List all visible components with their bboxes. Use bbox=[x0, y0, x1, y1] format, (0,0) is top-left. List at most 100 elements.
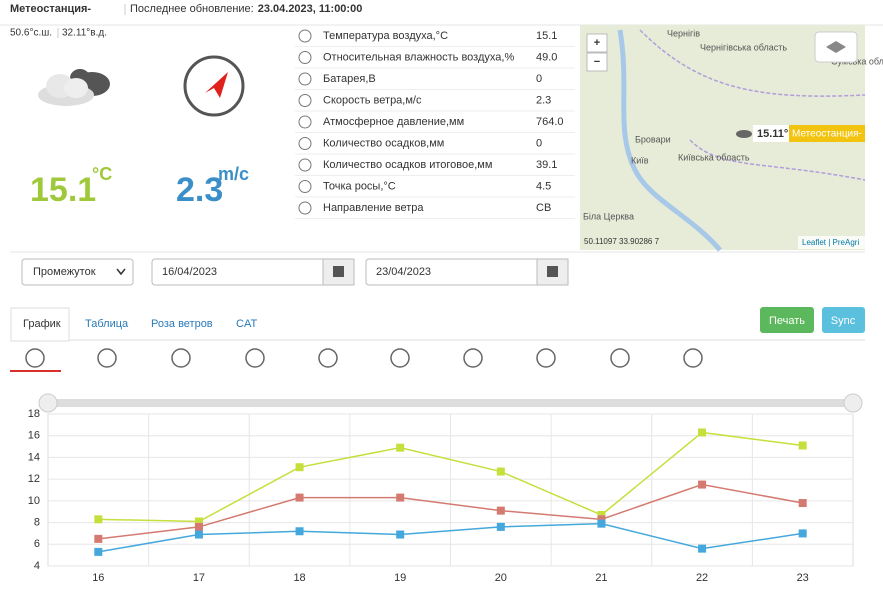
sensor-tab-icon[interactable] bbox=[97, 348, 117, 368]
latitude: 50.6°с.ш. bbox=[10, 28, 52, 39]
series-line bbox=[98, 522, 803, 553]
point-marker bbox=[496, 522, 505, 531]
sensor-value: 764.0 bbox=[536, 116, 564, 128]
sensor-name: Скорость ветра,м/с bbox=[323, 94, 422, 106]
x-tick-label: 21 bbox=[595, 572, 607, 584]
marker-label-box bbox=[789, 125, 865, 142]
wind-unit: m/c bbox=[218, 164, 249, 184]
sensor-icon bbox=[298, 115, 312, 129]
sensor-icon bbox=[298, 137, 312, 150]
layers-icon bbox=[826, 41, 846, 53]
y-tick-label: 10 bbox=[28, 495, 40, 507]
sensor-value: 4.5 bbox=[536, 180, 551, 192]
sensor-tab-icon[interactable] bbox=[610, 348, 630, 368]
map-place: Чернігів bbox=[667, 28, 700, 38]
tab[interactable]: Роза ветров bbox=[151, 318, 213, 330]
tab[interactable]: CAT bbox=[236, 318, 257, 330]
attribution-box bbox=[798, 236, 865, 249]
tab[interactable]: График bbox=[23, 318, 61, 330]
point-marker bbox=[295, 463, 304, 472]
map-place: Бровари bbox=[635, 134, 671, 144]
sensor-tab-icon[interactable] bbox=[25, 348, 45, 368]
slider-handle[interactable] bbox=[843, 393, 863, 413]
point-marker bbox=[798, 529, 807, 538]
point-marker bbox=[597, 515, 606, 524]
sensor-icon bbox=[298, 29, 312, 43]
x-tick-label: 23 bbox=[797, 572, 809, 584]
y-tick-label: 16 bbox=[28, 430, 40, 442]
sensor-value: 49.0 bbox=[536, 51, 557, 63]
slider-handle[interactable] bbox=[38, 393, 58, 413]
sensor-name: Количество осадков итоговое,мм bbox=[323, 159, 492, 171]
sensor-value: 39.1 bbox=[536, 159, 557, 171]
zoom-button[interactable]: + bbox=[594, 37, 600, 49]
calendar-icon bbox=[547, 266, 558, 277]
date-input[interactable]: 23/04/2023 bbox=[376, 266, 431, 278]
compass bbox=[183, 55, 245, 117]
sensor-icon bbox=[298, 201, 312, 215]
sensor-value: 2.3 bbox=[536, 94, 551, 106]
map-coords: 50.11097 33.90286 7 bbox=[584, 237, 660, 246]
point-marker bbox=[94, 534, 103, 543]
sensor-value: 0 bbox=[536, 137, 542, 149]
marker-temp: 15.11° bbox=[757, 128, 788, 140]
sync-button[interactable]: Sync bbox=[831, 315, 856, 327]
sensor-name: Количество осадков,мм bbox=[323, 137, 444, 149]
compass-needle bbox=[205, 72, 228, 98]
sensor-tab-icon[interactable] bbox=[245, 348, 265, 368]
point-marker bbox=[194, 517, 203, 526]
tab-active bbox=[10, 307, 70, 342]
sensor-tab-icon[interactable] bbox=[683, 348, 703, 368]
x-tick-label: 22 bbox=[696, 572, 708, 584]
sensor-name: Относительная влажность воздуха,% bbox=[323, 51, 514, 63]
sensor-name: Направление ветра bbox=[323, 202, 424, 214]
map-place: Біла Церква bbox=[583, 211, 634, 221]
x-tick-label: 17 bbox=[193, 572, 205, 584]
map-place: Київ bbox=[631, 155, 649, 165]
map-place: Київська область bbox=[678, 152, 750, 162]
period-select[interactable]: Промежуток bbox=[33, 266, 96, 278]
point-marker bbox=[698, 428, 707, 437]
sensor-name: Батарея,В bbox=[323, 73, 376, 85]
y-tick-label: 8 bbox=[34, 516, 40, 528]
zoom-button[interactable] bbox=[586, 52, 608, 72]
print-button[interactable]: Печать bbox=[769, 315, 805, 327]
update-value: 23.04.2023, 11:00:00 bbox=[258, 3, 363, 15]
sensor-tab-icon[interactable] bbox=[318, 348, 338, 368]
print-button[interactable] bbox=[760, 307, 814, 333]
sync-button[interactable] bbox=[822, 307, 865, 333]
point-marker bbox=[496, 506, 505, 515]
sensor-name: Точка росы,°C bbox=[323, 180, 396, 192]
date-input[interactable]: 16/04/2023 bbox=[162, 266, 217, 278]
period-select[interactable] bbox=[21, 258, 134, 286]
marker-label: Метеостанция- bbox=[792, 129, 862, 140]
point-marker bbox=[597, 519, 606, 528]
map-attribution: Leaflet | PreAgri bbox=[802, 238, 859, 247]
sensor-value: СВ bbox=[536, 202, 551, 214]
station-name: Метеостанция- bbox=[10, 3, 91, 15]
sensor-tab-icon[interactable] bbox=[390, 348, 410, 368]
zoom-button[interactable] bbox=[586, 33, 608, 53]
select-arrow bbox=[116, 268, 126, 276]
tab[interactable]: Таблица bbox=[85, 318, 129, 330]
zoom-button[interactable]: − bbox=[594, 56, 600, 68]
x-tick-label: 16 bbox=[92, 572, 104, 584]
longitude: 32.11°в.д. bbox=[62, 28, 107, 39]
sensor-tab-icon[interactable] bbox=[536, 348, 556, 368]
point-marker bbox=[798, 499, 807, 508]
point-marker bbox=[194, 522, 203, 531]
point-marker bbox=[396, 493, 405, 502]
map-river bbox=[617, 29, 722, 252]
point-marker bbox=[597, 510, 606, 519]
sensor-tab-icon[interactable] bbox=[171, 348, 191, 368]
sensor-icon bbox=[298, 158, 312, 172]
marker-icon bbox=[736, 130, 752, 138]
point-marker bbox=[698, 480, 707, 489]
point-marker bbox=[698, 544, 707, 553]
sensor-tab-icon[interactable] bbox=[463, 348, 483, 368]
point-marker bbox=[295, 493, 304, 502]
marker-box bbox=[753, 125, 793, 142]
x-tick-label: 19 bbox=[394, 572, 406, 584]
